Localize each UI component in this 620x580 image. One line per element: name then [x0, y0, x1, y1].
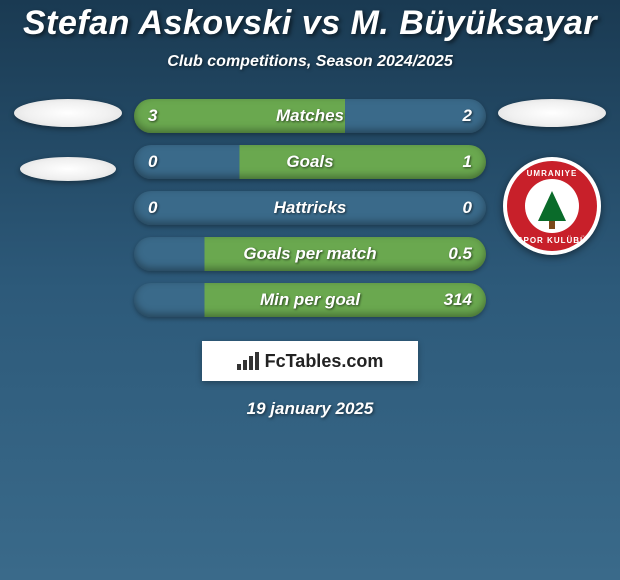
left-player-avatar-placeholder [14, 99, 122, 127]
main-area: 3 Matches 2 0 Goals 1 0 Hattricks 0 Goals per mat… [0, 99, 620, 317]
stat-right-value: 2 [432, 106, 472, 126]
right-player-avatar-placeholder [498, 99, 606, 127]
club-ring-bottom-text: SPOR KULÜBÜ [507, 236, 597, 245]
stat-row: 0 Goals 1 [134, 145, 486, 179]
stat-row: Min per goal 314 [134, 283, 486, 317]
subtitle: Club competitions, Season 2024/2025 [167, 53, 452, 71]
left-player-col [14, 99, 122, 181]
stat-label: Min per goal [260, 290, 360, 310]
footer-brand-box: FcTables.com [202, 341, 418, 381]
stat-row: Goals per match 0.5 [134, 237, 486, 271]
stat-row: 3 Matches 2 [134, 99, 486, 133]
stat-row: 0 Hattricks 0 [134, 191, 486, 225]
stat-right-value: 314 [432, 290, 472, 310]
page-title: Stefan Askovski vs M. Büyüksayar [23, 4, 597, 43]
date-text: 19 january 2025 [247, 399, 374, 419]
bar-chart-icon [237, 352, 259, 370]
right-club-badge: UMRANIYE SPOR KULÜBÜ [503, 157, 601, 255]
stat-left-value: 3 [148, 106, 188, 126]
tree-icon [538, 191, 566, 221]
stats-list: 3 Matches 2 0 Goals 1 0 Hattricks 0 Goals per mat… [134, 99, 486, 317]
stat-label: Matches [276, 106, 344, 126]
stat-right-value: 0 [432, 198, 472, 218]
stat-left-value: 0 [148, 198, 188, 218]
club-badge-inner [525, 179, 579, 233]
stat-left-value: 0 [148, 152, 188, 172]
stat-label: Goals per match [243, 244, 376, 264]
club-ring-top-text: UMRANIYE [507, 169, 597, 178]
left-player-club-placeholder [20, 157, 116, 181]
stat-label: Hattricks [274, 198, 347, 218]
right-player-col: UMRANIYE SPOR KULÜBÜ [498, 99, 606, 255]
stat-label: Goals [286, 152, 333, 172]
footer-brand-text: FcTables.com [265, 351, 384, 372]
stat-right-value: 0.5 [432, 244, 472, 264]
stat-right-value: 1 [432, 152, 472, 172]
infographic-container: Stefan Askovski vs M. Büyüksayar Club co… [0, 0, 620, 419]
